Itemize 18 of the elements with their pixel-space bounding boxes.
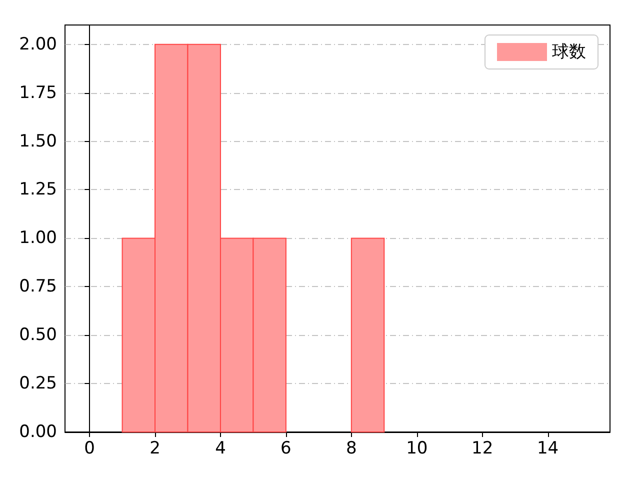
y-tick-label: 0.25 bbox=[19, 374, 57, 394]
y-tick-label: 1.50 bbox=[19, 131, 57, 152]
x-tick-label: 14 bbox=[536, 438, 559, 458]
y-tick-label: 1.00 bbox=[19, 228, 57, 248]
legend-label: 球数 bbox=[552, 42, 586, 62]
x-tick-label: 2 bbox=[150, 438, 160, 458]
x-tick-label: 0 bbox=[84, 438, 95, 458]
x-tick-label: 8 bbox=[346, 438, 357, 458]
x-tick-label: 4 bbox=[215, 438, 226, 458]
x-tick-label: 10 bbox=[406, 438, 428, 458]
y-tick-label: 1.75 bbox=[19, 82, 57, 103]
y-tick-label: 2.00 bbox=[19, 34, 57, 54]
y-tick-label: 0.50 bbox=[19, 325, 57, 346]
y-tick-label: 0.75 bbox=[19, 276, 57, 297]
y-tick-label: 0.00 bbox=[19, 422, 57, 442]
x-tick-label: 12 bbox=[472, 438, 494, 458]
y-tick-label: 1.25 bbox=[19, 180, 57, 200]
x-tick-label: 6 bbox=[280, 438, 292, 458]
